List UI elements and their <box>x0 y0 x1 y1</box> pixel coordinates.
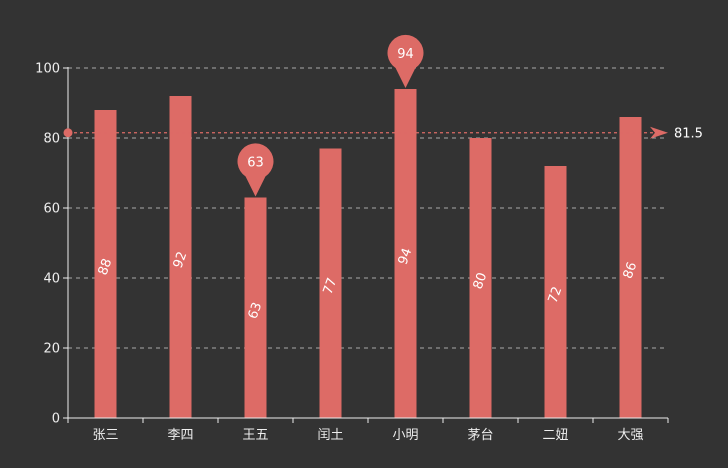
pin-label-min: 63 <box>247 156 264 171</box>
bar-data-label: 63 <box>246 300 266 321</box>
bar <box>319 148 342 418</box>
bar-data-label: 92 <box>171 250 191 271</box>
bar <box>244 197 267 418</box>
y-tick-label: 40 <box>43 272 60 287</box>
bar-data-label: 72 <box>546 285 566 306</box>
bar <box>544 166 567 418</box>
bar <box>469 138 492 418</box>
x-tick-label: 茅台 <box>467 428 493 443</box>
pin-marker-min <box>237 143 274 197</box>
x-tick-label: 小明 <box>392 428 418 443</box>
bar-data-label: 94 <box>396 246 416 267</box>
x-tick-label: 李四 <box>167 428 193 443</box>
y-tick-label: 100 <box>35 62 60 77</box>
average-line-arrow <box>650 126 668 139</box>
bar-data-label: 77 <box>321 276 341 297</box>
average-line-label: 81.5 <box>674 126 703 141</box>
x-tick-label: 闰土 <box>317 428 343 443</box>
pin-marker-max <box>387 34 424 88</box>
bar-data-label: 80 <box>471 271 491 292</box>
bar-data-label: 86 <box>621 260 641 281</box>
x-tick-label: 二妞 <box>542 428 568 443</box>
x-tick-label: 张三 <box>92 428 118 443</box>
y-tick-label: 0 <box>52 412 60 427</box>
bar <box>619 117 642 418</box>
x-tick-label: 大强 <box>617 428 643 443</box>
x-tick-label: 王五 <box>242 428 268 443</box>
y-tick-label: 80 <box>43 132 60 147</box>
bar <box>394 89 417 418</box>
bar <box>94 110 117 418</box>
y-tick-label: 20 <box>43 342 60 357</box>
y-tick-label: 60 <box>43 202 60 217</box>
pin-label-max: 94 <box>397 47 414 62</box>
bar-data-label: 88 <box>96 257 116 278</box>
bar <box>169 96 192 418</box>
average-line-start-dot <box>63 128 73 138</box>
